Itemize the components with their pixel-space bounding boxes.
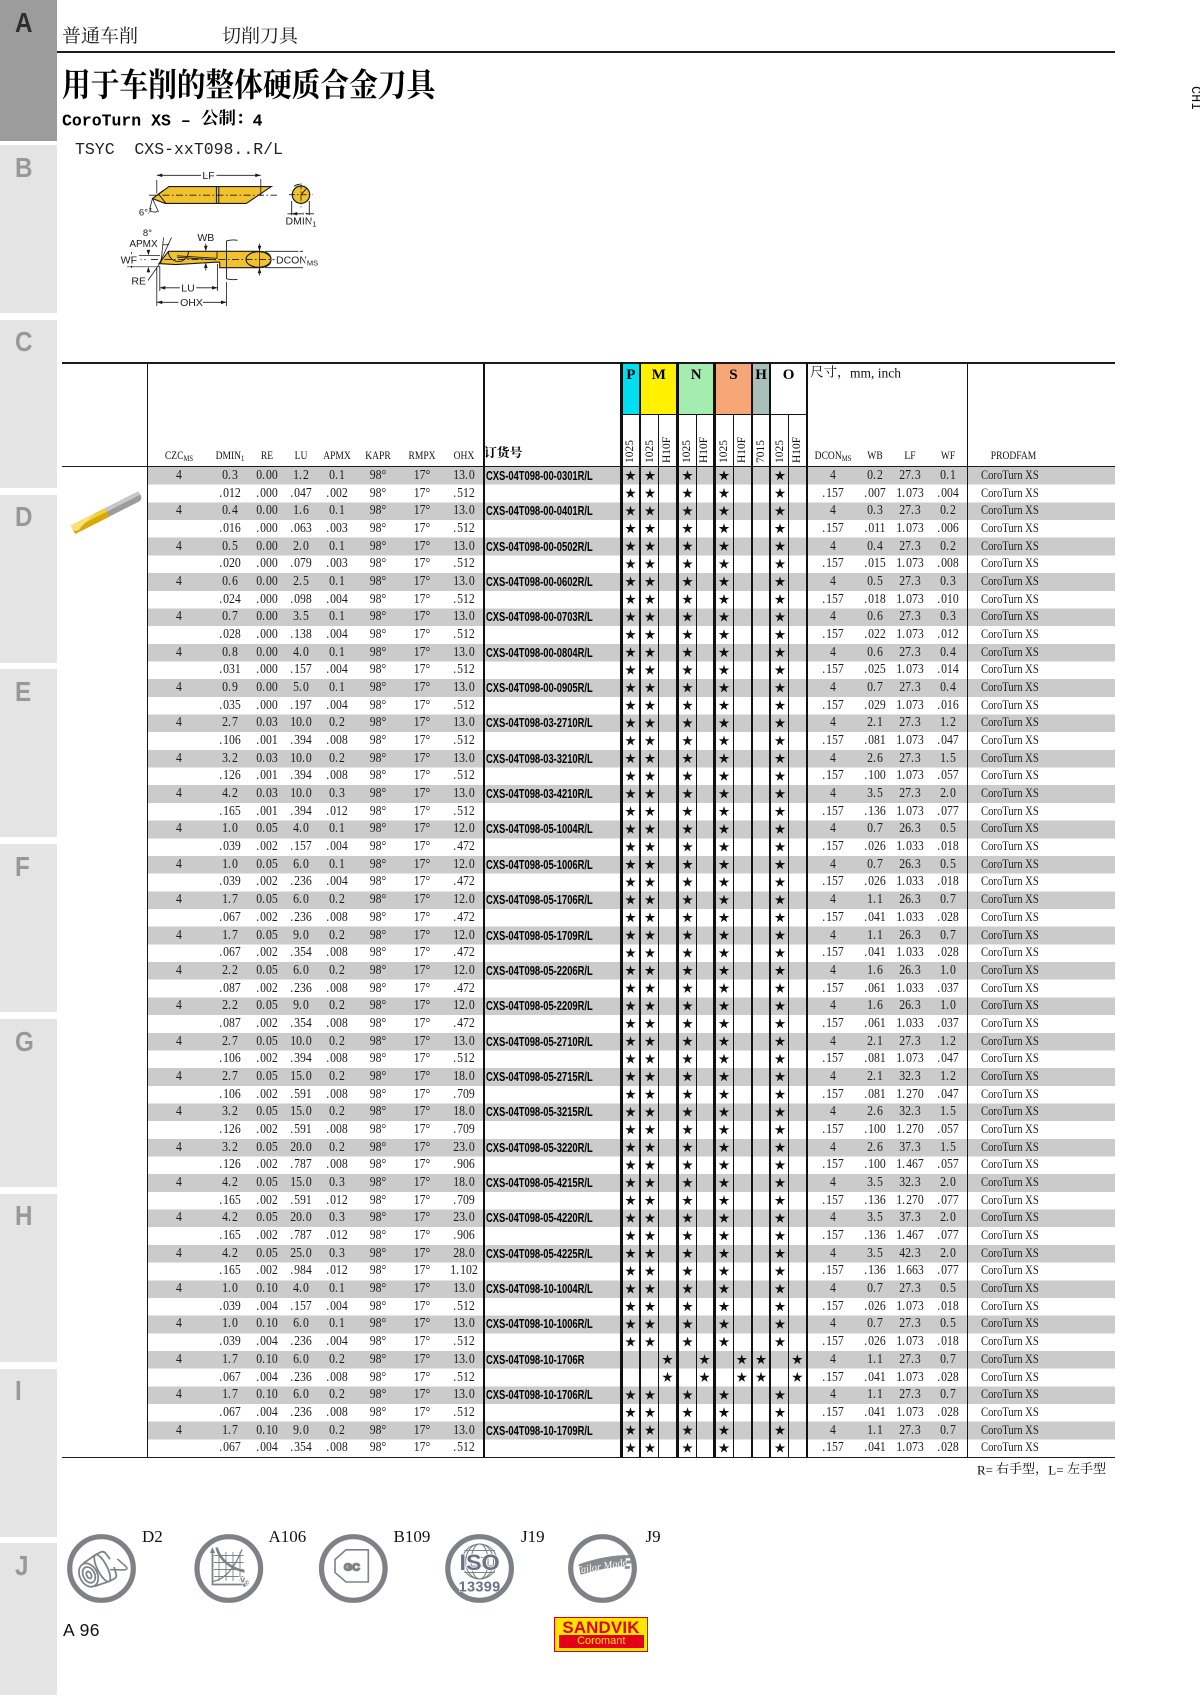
svg-text:vc: vc xyxy=(240,1575,249,1587)
svg-text:DCONMS: DCONMS xyxy=(276,255,318,268)
svg-text:13399: 13399 xyxy=(459,1580,501,1596)
svg-text:APMX: APMX xyxy=(129,239,158,250)
svg-text:DMIN1: DMIN1 xyxy=(285,216,316,229)
svg-text:LF: LF xyxy=(202,170,214,182)
svg-text:LU: LU xyxy=(181,283,194,295)
svg-text:WF: WF xyxy=(121,255,137,267)
svg-text:GC: GC xyxy=(344,1562,360,1574)
svg-text:8°: 8° xyxy=(143,228,152,239)
svg-text:ISO: ISO xyxy=(459,1549,499,1574)
svg-text:OHX: OHX xyxy=(180,297,203,309)
svg-text:6°: 6° xyxy=(139,208,148,219)
svg-text:RE: RE xyxy=(131,276,146,288)
svg-text:WB: WB xyxy=(197,232,214,244)
svg-text:Tailor Made: Tailor Made xyxy=(575,1557,628,1576)
